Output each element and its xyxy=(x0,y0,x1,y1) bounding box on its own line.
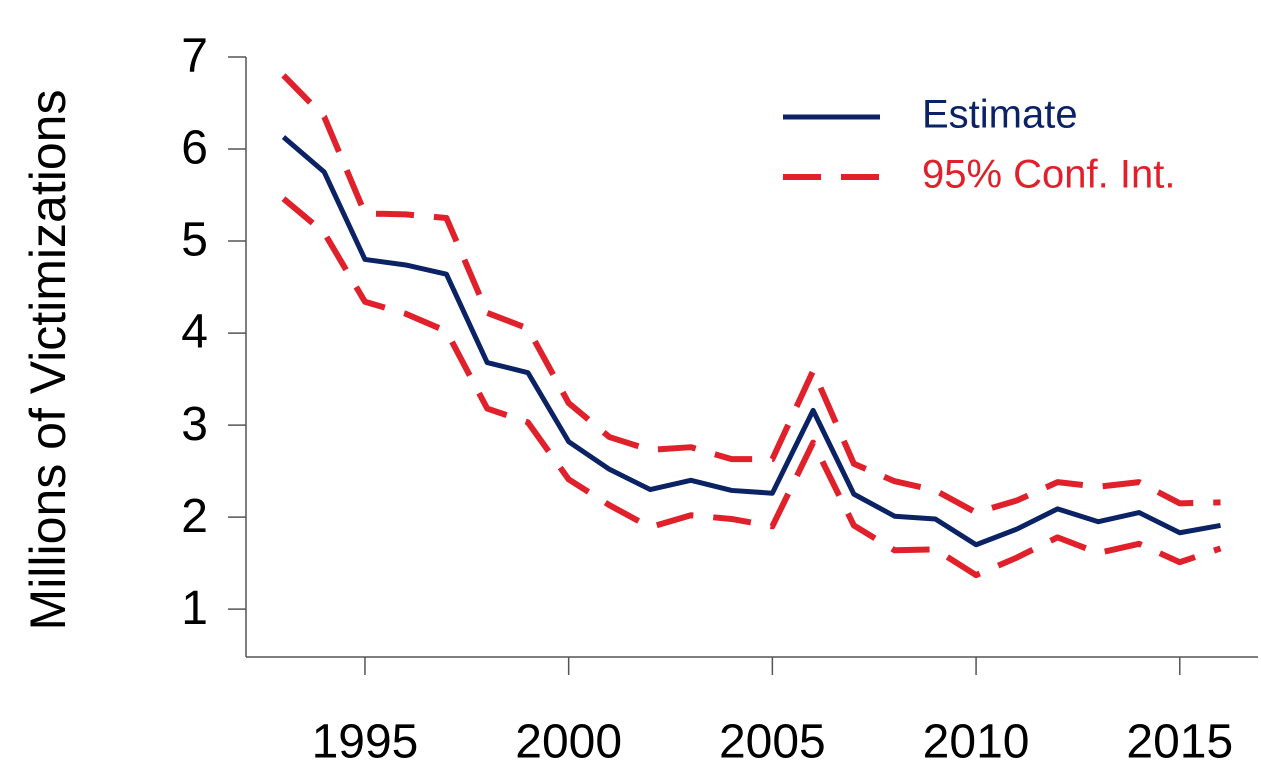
lower-bound-line xyxy=(281,196,1222,579)
y-tick-label: 6 xyxy=(181,122,208,175)
x-tick-label: 2005 xyxy=(719,716,826,769)
upper-bound-line xyxy=(281,73,1221,516)
x-tick-label: 1995 xyxy=(312,716,419,769)
y-tick-label: 7 xyxy=(181,30,208,83)
y-tick-label: 4 xyxy=(181,306,208,359)
legend-label: 95% Conf. Int. xyxy=(922,153,1175,197)
y-tick-label: 2 xyxy=(181,490,208,543)
series-line xyxy=(281,135,1221,548)
y-tick-label: 1 xyxy=(181,582,208,635)
y-tick-label: 5 xyxy=(181,214,208,267)
x-tick-label: 2000 xyxy=(515,716,622,769)
legend-label: Estimate xyxy=(922,93,1078,137)
x-tick-label: 2015 xyxy=(1126,716,1233,769)
y-tick-label: 3 xyxy=(181,398,208,451)
x-tick-label: 2010 xyxy=(923,716,1030,769)
y-axis-label: Millions of Victimizations xyxy=(20,90,76,631)
